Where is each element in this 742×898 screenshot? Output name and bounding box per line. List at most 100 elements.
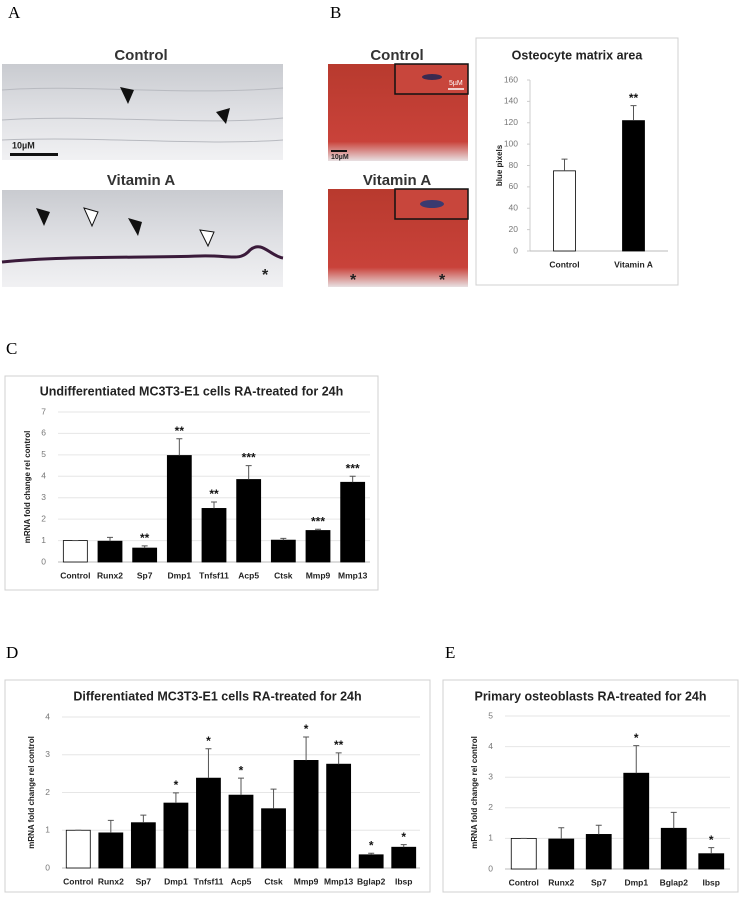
bar bbox=[130, 822, 156, 869]
bar bbox=[132, 547, 158, 563]
bar bbox=[553, 170, 576, 252]
y-axis-label: mRNA fold change rel control bbox=[23, 431, 32, 544]
error-bar bbox=[368, 852, 375, 855]
bar bbox=[163, 802, 189, 869]
y-tick-label: 160 bbox=[504, 74, 518, 84]
arrowhead bbox=[120, 87, 134, 104]
error-bar bbox=[245, 465, 252, 480]
bar bbox=[510, 838, 537, 870]
scale-label: 10µM bbox=[331, 154, 349, 161]
bar bbox=[166, 455, 192, 563]
error-bar bbox=[270, 788, 277, 809]
x-tick-label: Dmp1 bbox=[168, 570, 192, 580]
bar bbox=[585, 834, 612, 870]
error-bar bbox=[303, 736, 310, 761]
significance: * bbox=[174, 778, 179, 792]
y-axis-label: blue pixels bbox=[495, 144, 504, 186]
bar bbox=[548, 838, 575, 870]
x-tick-label: Control bbox=[509, 877, 539, 887]
error-bar bbox=[280, 537, 287, 541]
x-tick-label: Sp7 bbox=[591, 877, 607, 887]
bar bbox=[622, 120, 645, 252]
y-tick-label: 4 bbox=[41, 471, 46, 481]
y-tick-label: 120 bbox=[504, 117, 518, 127]
error-bar bbox=[107, 819, 114, 833]
y-tick-label: 1 bbox=[45, 825, 50, 835]
arrowhead bbox=[36, 208, 50, 226]
marker: * bbox=[350, 272, 357, 289]
y-tick-label: 40 bbox=[509, 203, 519, 213]
y-tick-label: 0 bbox=[41, 556, 46, 566]
error-bar bbox=[670, 811, 677, 829]
significance: * bbox=[304, 722, 309, 736]
y-tick-label: 2 bbox=[41, 513, 46, 523]
y-tick-label: 0 bbox=[488, 863, 493, 873]
x-tick-label: Bglap2 bbox=[660, 877, 689, 887]
x-tick-label: Dmp1 bbox=[624, 877, 648, 887]
error-bar bbox=[335, 752, 342, 765]
marker: * bbox=[439, 272, 446, 289]
bar bbox=[196, 777, 221, 869]
y-tick-label: 6 bbox=[41, 428, 46, 438]
x-tick-label: Control bbox=[63, 876, 93, 886]
y-tick-label: 4 bbox=[488, 741, 493, 751]
panel-label: D bbox=[6, 643, 18, 662]
bar bbox=[391, 846, 417, 869]
y-tick-label: 2 bbox=[488, 802, 493, 812]
y-axis-label: mRNA fold change rel control bbox=[27, 736, 36, 849]
bar bbox=[236, 479, 262, 563]
error-bar bbox=[595, 824, 602, 835]
error-bar bbox=[633, 745, 640, 774]
panel-label: B bbox=[330, 3, 341, 22]
significance: * bbox=[239, 763, 244, 777]
bar bbox=[358, 854, 384, 869]
y-tick-label: 3 bbox=[45, 749, 50, 759]
significance: ** bbox=[140, 531, 150, 545]
panel-label: A bbox=[8, 3, 21, 22]
significance: ** bbox=[629, 91, 639, 105]
y-tick-label: 0 bbox=[513, 245, 518, 255]
significance: ** bbox=[175, 424, 185, 438]
bar bbox=[623, 772, 650, 870]
x-tick-label: Ctsk bbox=[264, 876, 283, 886]
x-tick-label: Bglap2 bbox=[357, 876, 386, 886]
x-tick-label: Ctsk bbox=[274, 570, 293, 580]
significance: *** bbox=[311, 514, 325, 528]
significance: * bbox=[369, 838, 374, 852]
y-tick-label: 100 bbox=[504, 138, 518, 148]
bar bbox=[340, 481, 366, 563]
significance: * bbox=[401, 830, 406, 844]
y-tick-label: 3 bbox=[41, 492, 46, 502]
bar bbox=[293, 760, 319, 869]
x-tick-label: Acp5 bbox=[238, 570, 259, 580]
x-tick-label: Runx2 bbox=[548, 877, 574, 887]
scale-bar bbox=[10, 153, 58, 156]
x-tick-label: Mmp9 bbox=[294, 876, 319, 886]
y-tick-label: 5 bbox=[488, 710, 493, 720]
error-bar bbox=[205, 748, 212, 779]
image-label: Control bbox=[370, 47, 423, 64]
chart-title: Primary osteoblasts RA-treated for 24h bbox=[474, 689, 706, 703]
significance: * bbox=[634, 731, 639, 745]
image-label: Vitamin A bbox=[363, 172, 432, 189]
osteocyte bbox=[420, 200, 444, 208]
y-tick-label: 7 bbox=[41, 406, 46, 416]
x-tick-label: Runx2 bbox=[98, 876, 124, 886]
bar bbox=[698, 853, 725, 870]
x-tick-label: Acp5 bbox=[231, 876, 252, 886]
x-tick-label: Runx2 bbox=[97, 570, 123, 580]
bar bbox=[660, 827, 687, 870]
texture bbox=[1, 87, 284, 143]
x-tick-label: Mmp13 bbox=[324, 876, 354, 886]
bar bbox=[65, 829, 91, 869]
micrograph bbox=[2, 64, 283, 160]
arrowhead bbox=[83, 207, 99, 228]
bar bbox=[62, 540, 88, 563]
significance: *** bbox=[242, 451, 256, 465]
significance: ** bbox=[334, 738, 344, 752]
osteocyte bbox=[422, 74, 442, 80]
y-tick-label: 20 bbox=[509, 224, 519, 234]
y-tick-label: 0 bbox=[45, 862, 50, 872]
significance: *** bbox=[346, 461, 360, 475]
